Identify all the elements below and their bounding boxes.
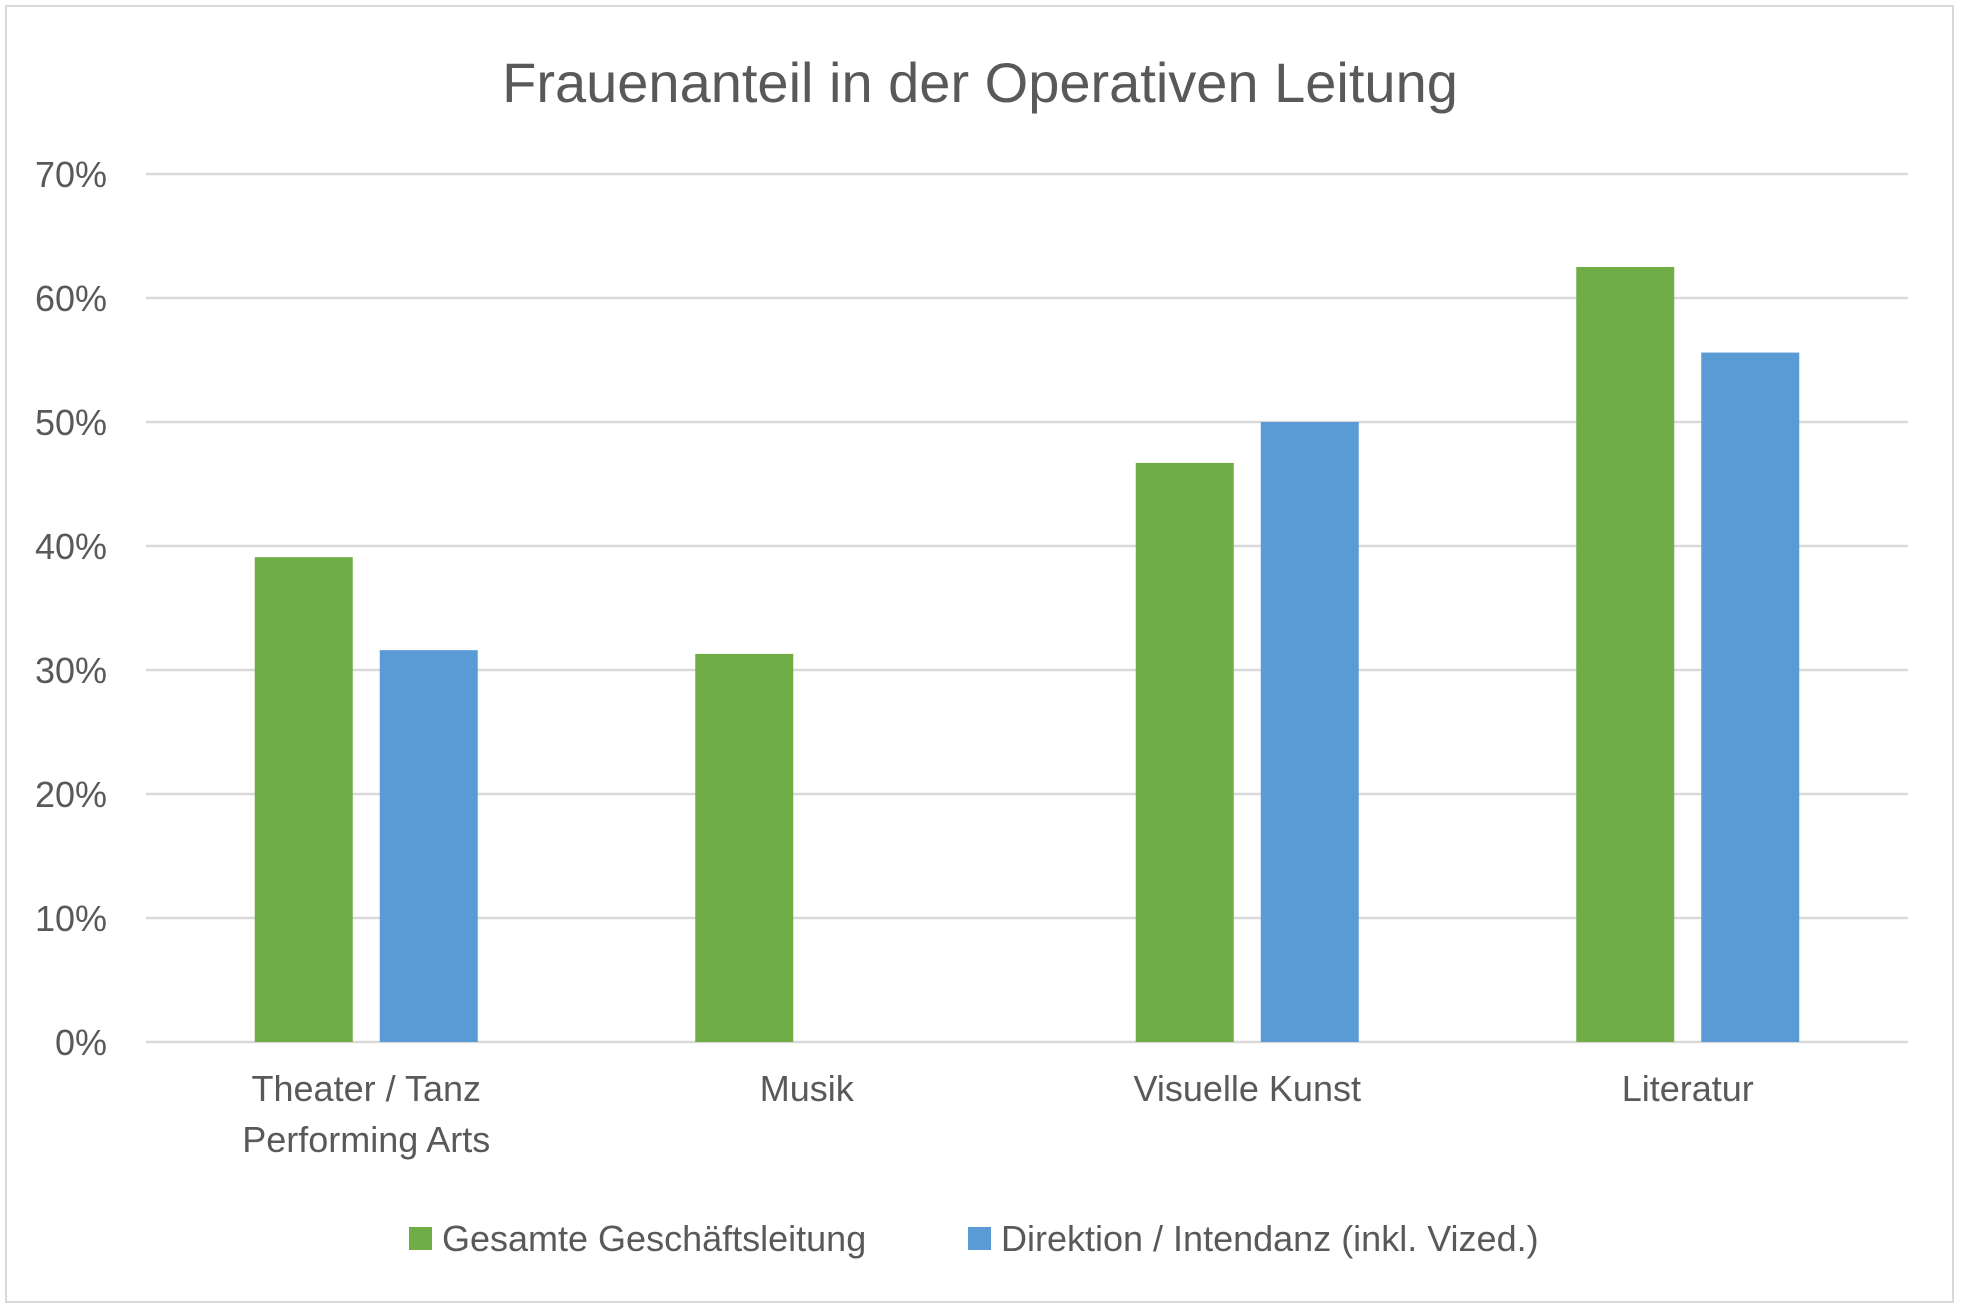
y-tick-label: 40% bbox=[35, 526, 107, 567]
bar-direktion-intendanz-0 bbox=[379, 650, 478, 1042]
chart-frame: Frauenanteil in der Operativen Leitung 0… bbox=[5, 5, 1954, 1303]
x-axis-categories: Theater / Tanz Performing Arts Musik Visuel… bbox=[242, 1068, 1754, 1160]
chart-svg: Frauenanteil in der Operativen Leitung 0… bbox=[35, 51, 1908, 1259]
bar-gesamte-geschaeftsleitung-3 bbox=[1576, 267, 1675, 1042]
y-axis-ticks: 0% 10% 20% 30% 40% 50% 60% 70% bbox=[35, 154, 107, 1063]
y-tick-label: 20% bbox=[35, 774, 107, 815]
legend-swatch bbox=[409, 1227, 432, 1250]
legend: Gesamte Geschäftsleitung Direktion / Inte… bbox=[409, 1218, 1539, 1259]
x-category-label: Performing Arts bbox=[242, 1119, 490, 1160]
legend-label: Gesamte Geschäftsleitung bbox=[442, 1218, 866, 1259]
x-category-label: Visuelle Kunst bbox=[1134, 1068, 1361, 1109]
chart-title: Frauenanteil in der Operativen Leitung bbox=[502, 51, 1458, 114]
bar-direktion-intendanz-2 bbox=[1260, 422, 1359, 1042]
y-tick-label: 70% bbox=[35, 154, 107, 195]
y-tick-label: 60% bbox=[35, 278, 107, 319]
y-tick-label: 30% bbox=[35, 650, 107, 691]
bar-direktion-intendanz-3 bbox=[1701, 352, 1800, 1042]
y-tick-label: 10% bbox=[35, 898, 107, 939]
bar-gesamte-geschaeftsleitung-1 bbox=[695, 653, 794, 1042]
bar-gesamte-geschaeftsleitung-2 bbox=[1135, 462, 1234, 1042]
legend-swatch bbox=[968, 1227, 991, 1250]
bars bbox=[254, 267, 1800, 1042]
legend-label: Direktion / Intendanz (inkl. Vized.) bbox=[1001, 1218, 1539, 1259]
y-tick-label: 0% bbox=[55, 1022, 107, 1063]
y-tick-label: 50% bbox=[35, 402, 107, 443]
bar-gesamte-geschaeftsleitung-0 bbox=[254, 557, 353, 1042]
x-category-label: Literatur bbox=[1622, 1068, 1754, 1109]
x-category-label: Musik bbox=[760, 1068, 855, 1109]
x-category-label: Theater / Tanz bbox=[252, 1068, 481, 1109]
